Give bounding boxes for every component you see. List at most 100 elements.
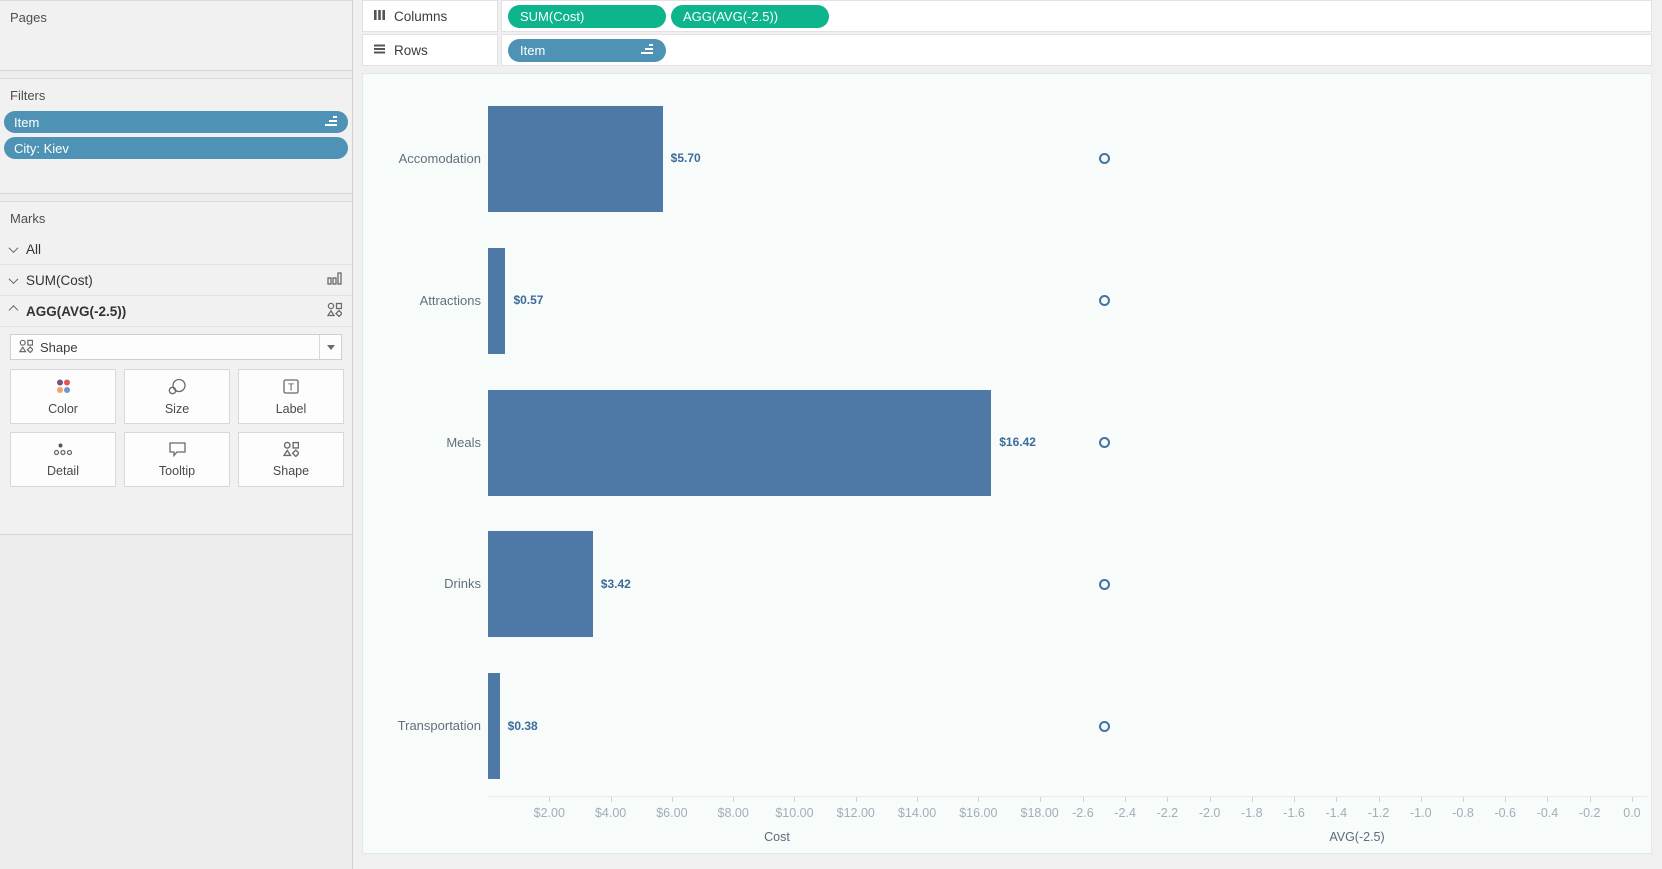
shapes-icon [18,339,34,356]
sort-descending-icon [640,43,654,58]
axis-tick [917,797,919,802]
axis-tick [1251,797,1253,802]
axis-tick [1420,797,1422,802]
rows-drop-zone[interactable]: Item [501,34,1652,66]
circle-mark[interactable] [1098,295,1110,307]
filter-pill-city-label: City: Kiev [14,140,69,156]
rows-shelf-label: Rows [394,42,428,58]
shape-button-label: Shape [272,464,310,478]
pages-title: Pages [10,10,47,25]
pages-shelf[interactable]: Pages [0,0,352,71]
label-button[interactable]: T Label [238,369,344,424]
axis-tick [1336,797,1338,802]
tooltip-button-label: Tooltip [158,464,196,478]
axis-tick-label: $12.00 [836,806,875,820]
axis-tick [1505,797,1507,802]
shape-dropdown-arrow[interactable] [319,335,341,359]
filters-title: Filters [10,88,46,103]
filter-pill-city[interactable]: City: Kiev [4,137,348,159]
shape-dropdown-label: Shape [40,339,78,355]
size-button-label: Size [164,401,190,416]
svg-text:T: T [288,382,294,393]
bar-value-label: $0.57 [513,293,544,308]
axis-tick [671,797,673,802]
bar-value-label: $0.38 [507,718,538,733]
circle-mark[interactable] [1098,153,1110,165]
circle-mark[interactable] [1098,720,1110,732]
size-button[interactable]: Size [124,369,230,424]
axis-tick [794,797,796,802]
chart-panel[interactable]: Accomodation $5.70 Attractions $0.57 Meals $1… [362,73,1652,854]
color-button[interactable]: Color [10,369,116,424]
bar-mark[interactable] [488,105,663,212]
left-sidebar: Pages Filters Item City: Kiev Marks All [0,0,353,869]
category-label: Accomodation [398,150,481,166]
columns-shelf: Columns SUM(Cost) AGG(AVG(-2.5)) [362,0,1662,32]
axis-tick [1631,797,1633,802]
columns-drop-zone[interactable]: SUM(Cost) AGG(AVG(-2.5)) [501,0,1652,32]
main-area: Columns SUM(Cost) AGG(AVG(-2.5)) Rows [353,0,1662,869]
axis-tick-label: -0.4 [1536,806,1559,820]
pill-agg-avg[interactable]: AGG(AVG(-2.5)) [671,4,829,28]
circle-mark[interactable] [1098,437,1110,448]
bar-mark[interactable] [488,389,992,496]
axis-tick-label: -1.6 [1283,806,1305,820]
marks-row-sum-cost[interactable]: SUM(Cost) [0,265,352,296]
axis-tick [1209,797,1211,802]
axis-tick [855,797,857,802]
filters-shelf[interactable]: Filters Item City: Kiev [0,78,352,194]
color-icon [54,378,72,398]
rows-shelf: Rows Item [362,34,1662,66]
axis-tick [1294,797,1296,802]
shape-icon [282,441,300,460]
marks-card: Marks All SUM(Cost) AGG(AVG(-2.5)) [0,201,352,535]
axis-tick-label: $18.00 [1020,806,1059,820]
bar-mark[interactable] [488,531,593,638]
label-icon: T [282,378,300,398]
axis-tick-label: $4.00 [594,806,627,820]
axis-tick [1463,797,1464,802]
category-label: Attractions [419,292,481,308]
rows-shelf-label-cell: Rows [362,34,498,66]
axis-tick-label: $2.00 [533,806,565,820]
columns-icon [373,9,386,24]
caret-down-icon [326,344,335,350]
axis-tick [549,797,551,802]
axis-tick [610,797,612,802]
pill-sum-cost[interactable]: SUM(Cost) [508,4,666,28]
bar-chart-mark-icon [327,272,342,288]
shape-dropdown[interactable]: Shape [10,334,342,360]
axis-tick [1039,797,1041,802]
axis-tick-label: $16.00 [959,806,998,820]
axis-tick-label: -0.6 [1494,806,1517,820]
shape-button[interactable]: Shape [238,432,344,487]
marks-row-all[interactable]: All [0,234,352,265]
shapes-mark-icon [326,302,343,320]
category-label: Drinks [444,576,481,592]
pill-item[interactable]: Item [508,38,666,62]
circle-mark[interactable] [1098,578,1110,590]
axis-tick-label: 0.0 [1623,806,1641,820]
chart-region: Accomodation $5.70 Attractions $0.57 Meals $1… [362,68,1662,869]
category-label: Transportation [397,718,481,734]
detail-button[interactable]: Detail [10,432,116,487]
marks-title: Marks [10,211,46,226]
axis-tick [1378,797,1380,802]
pill-sum-cost-label: SUM(Cost) [520,8,585,24]
filter-pill-item[interactable]: Item [4,111,348,133]
tooltip-button[interactable]: Tooltip [124,432,230,487]
chevron-down-icon [8,242,19,253]
label-button-label: Label [275,401,307,416]
color-button-label: Color [48,401,78,416]
bar-mark[interactable] [488,247,506,354]
axis-tick [1589,797,1591,802]
chevron-up-icon [8,304,19,315]
detail-button-label: Detail [47,463,79,478]
bar-mark[interactable] [488,673,500,780]
axis-tick-label: -2.4 [1114,806,1136,820]
columns-shelf-label-cell: Columns [362,0,498,32]
marks-row-agg[interactable]: AGG(AVG(-2.5)) [0,296,352,327]
detail-icon [53,442,73,460]
axis-tick [1125,797,1127,802]
axis-tick [1547,797,1549,802]
